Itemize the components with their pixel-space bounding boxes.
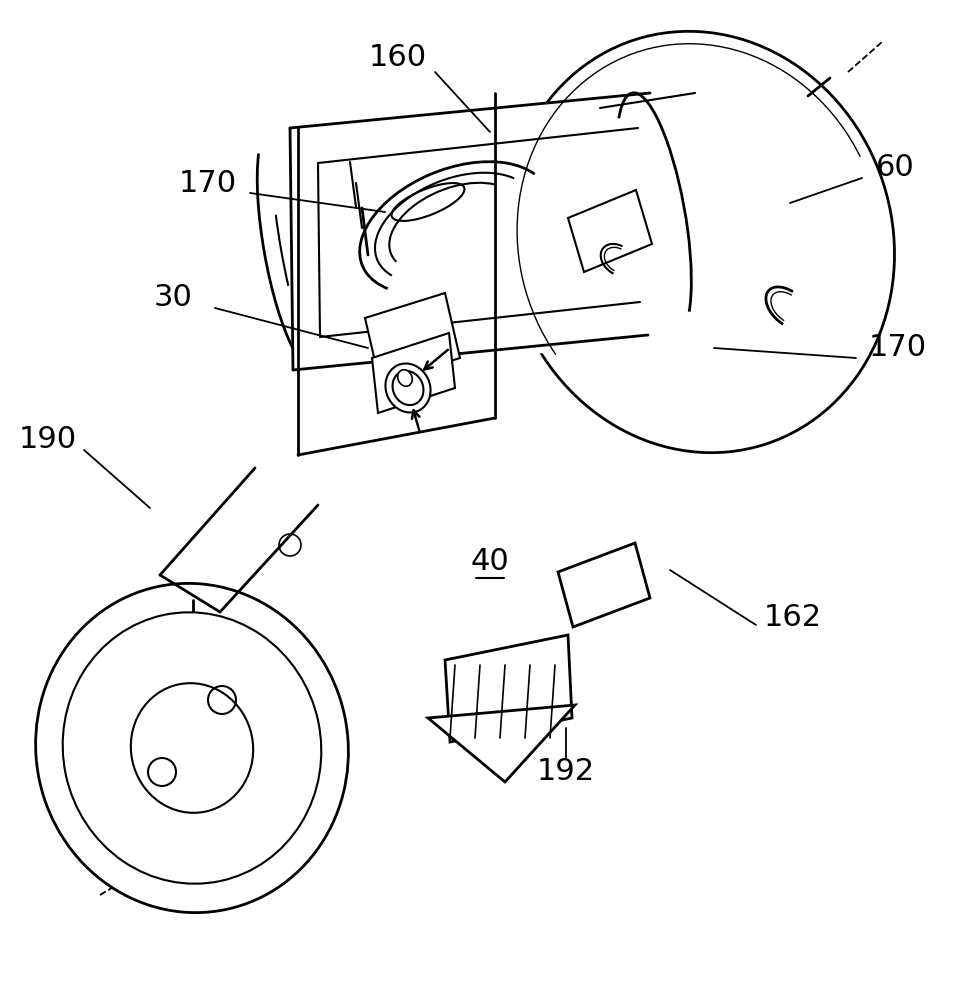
Ellipse shape xyxy=(398,370,413,386)
Text: 30: 30 xyxy=(154,284,192,312)
Text: 170: 170 xyxy=(869,334,927,362)
Polygon shape xyxy=(568,190,652,272)
Ellipse shape xyxy=(130,683,253,813)
Ellipse shape xyxy=(393,371,423,405)
Text: 162: 162 xyxy=(764,603,822,633)
Polygon shape xyxy=(558,543,650,627)
Text: 170: 170 xyxy=(179,168,237,198)
Ellipse shape xyxy=(506,31,895,453)
Polygon shape xyxy=(290,93,660,377)
Polygon shape xyxy=(428,705,575,782)
Polygon shape xyxy=(445,635,572,742)
Text: 40: 40 xyxy=(470,548,510,576)
Ellipse shape xyxy=(35,583,349,913)
Text: 192: 192 xyxy=(537,758,595,786)
Ellipse shape xyxy=(385,364,430,412)
Polygon shape xyxy=(365,293,460,383)
Text: 160: 160 xyxy=(368,43,427,73)
Text: 190: 190 xyxy=(19,426,77,454)
Polygon shape xyxy=(372,333,455,413)
Ellipse shape xyxy=(63,612,321,884)
Text: 60: 60 xyxy=(875,153,914,182)
